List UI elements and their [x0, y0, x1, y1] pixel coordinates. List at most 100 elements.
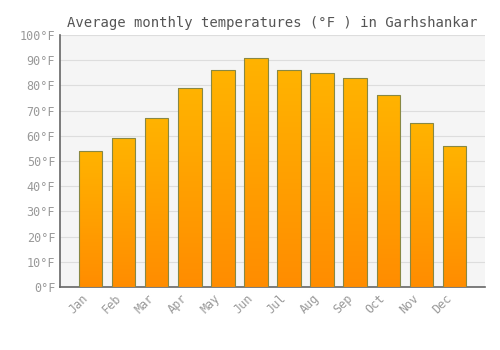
Bar: [244, 216, 268, 218]
Bar: [376, 164, 400, 166]
Bar: [178, 174, 202, 175]
Bar: [344, 243, 366, 245]
Bar: [244, 182, 268, 184]
Bar: [212, 94, 234, 96]
Bar: [178, 146, 202, 148]
Bar: [410, 141, 432, 143]
Bar: [442, 163, 466, 164]
Bar: [112, 210, 136, 211]
Bar: [344, 276, 366, 279]
Bar: [112, 280, 136, 281]
Bar: [112, 226, 136, 228]
Bar: [278, 267, 300, 270]
Bar: [112, 265, 136, 266]
Bar: [244, 78, 268, 81]
Bar: [442, 274, 466, 276]
Bar: [146, 215, 169, 216]
Bar: [344, 172, 366, 174]
Bar: [376, 153, 400, 155]
Bar: [212, 263, 234, 265]
Bar: [410, 228, 432, 230]
Bar: [376, 285, 400, 287]
Bar: [244, 71, 268, 74]
Bar: [146, 263, 169, 265]
Bar: [442, 257, 466, 259]
Bar: [442, 178, 466, 180]
Bar: [244, 88, 268, 90]
Bar: [80, 257, 102, 258]
Bar: [212, 174, 234, 176]
Bar: [178, 217, 202, 219]
Bar: [278, 233, 300, 235]
Bar: [410, 169, 432, 171]
Bar: [278, 274, 300, 276]
Bar: [244, 234, 268, 237]
Bar: [112, 263, 136, 265]
Bar: [410, 140, 432, 141]
Bar: [80, 212, 102, 214]
Bar: [278, 185, 300, 187]
Bar: [212, 187, 234, 189]
Bar: [112, 239, 136, 241]
Bar: [344, 153, 366, 155]
Bar: [244, 269, 268, 271]
Bar: [310, 227, 334, 229]
Bar: [212, 88, 234, 90]
Bar: [178, 166, 202, 168]
Bar: [310, 137, 334, 139]
Bar: [310, 201, 334, 203]
Bar: [80, 182, 102, 184]
Bar: [244, 64, 268, 67]
Bar: [146, 125, 169, 127]
Bar: [178, 90, 202, 92]
Bar: [310, 105, 334, 107]
Bar: [310, 182, 334, 184]
Bar: [278, 246, 300, 248]
Bar: [146, 234, 169, 236]
Bar: [244, 273, 268, 275]
Bar: [442, 233, 466, 235]
Bar: [310, 163, 334, 165]
Bar: [244, 152, 268, 154]
Bar: [310, 98, 334, 101]
Bar: [410, 266, 432, 267]
Bar: [146, 191, 169, 192]
Bar: [244, 58, 268, 60]
Bar: [310, 238, 334, 240]
Bar: [244, 232, 268, 234]
Bar: [212, 218, 234, 220]
Bar: [376, 241, 400, 243]
Bar: [80, 197, 102, 198]
Bar: [344, 111, 366, 113]
Bar: [310, 242, 334, 244]
Bar: [344, 229, 366, 231]
Bar: [376, 120, 400, 122]
Bar: [376, 262, 400, 264]
Bar: [212, 109, 234, 111]
Bar: [310, 150, 334, 152]
Bar: [310, 195, 334, 197]
Bar: [80, 164, 102, 166]
Bar: [376, 247, 400, 249]
Bar: [178, 283, 202, 285]
Bar: [112, 282, 136, 284]
Bar: [442, 173, 466, 174]
Bar: [112, 248, 136, 250]
Bar: [310, 266, 334, 268]
Bar: [310, 84, 334, 86]
Bar: [278, 92, 300, 94]
Bar: [410, 195, 432, 197]
Bar: [278, 85, 300, 88]
Bar: [212, 120, 234, 122]
Bar: [212, 198, 234, 200]
Bar: [376, 115, 400, 117]
Bar: [310, 283, 334, 285]
Bar: [212, 159, 234, 161]
Bar: [146, 166, 169, 167]
Bar: [178, 269, 202, 271]
Bar: [410, 123, 432, 125]
Bar: [112, 184, 136, 186]
Bar: [212, 79, 234, 81]
Bar: [212, 254, 234, 257]
Bar: [410, 135, 432, 136]
